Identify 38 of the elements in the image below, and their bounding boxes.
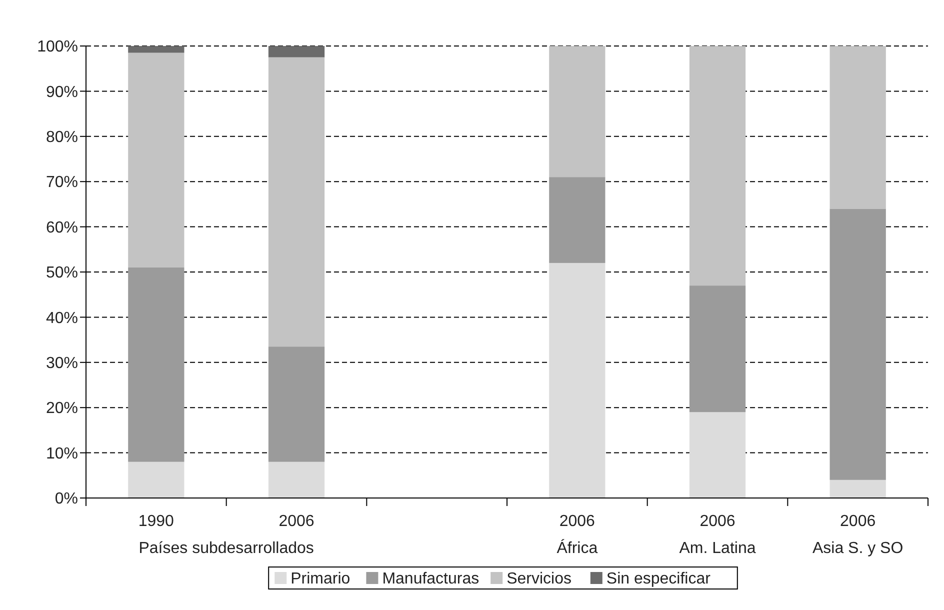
- y-tick-label: 10%: [46, 445, 78, 462]
- bar: [268, 462, 325, 498]
- legend-label: Primario: [290, 570, 350, 588]
- bar: [689, 46, 746, 286]
- bar: [268, 346, 325, 462]
- bar: [549, 177, 606, 263]
- y-tick-label: 30%: [46, 355, 78, 372]
- x-tick-label: 2006 África: [556, 513, 598, 557]
- x-tick-label: 2006 Asia S. y SO: [812, 513, 904, 557]
- y-tick-label: 80%: [46, 129, 78, 146]
- bar: [128, 462, 184, 498]
- y-tick-label: 70%: [46, 174, 78, 192]
- bar: [128, 267, 184, 462]
- bar: [689, 286, 746, 412]
- y-tick-label: 60%: [46, 219, 78, 236]
- bar: [689, 412, 746, 498]
- y-tick-label: 20%: [46, 400, 78, 418]
- bar: [549, 262, 606, 498]
- x-tick-label: 2006 Am. Latina: [679, 513, 756, 557]
- y-tick-label: 100%: [37, 38, 78, 56]
- bar: [128, 52, 184, 268]
- bar: [268, 46, 325, 58]
- bar: [128, 46, 184, 53]
- text: Países subdesarrollados: [138, 540, 314, 557]
- bar: [830, 46, 886, 209]
- legend-label: Manufacturas: [382, 570, 480, 588]
- bar: [549, 46, 606, 178]
- y-tick-label: 90%: [46, 84, 78, 101]
- x-tick-label: 1990: [138, 513, 174, 530]
- y-tick-label: 0%: [54, 490, 78, 508]
- legend-label: Servicios: [506, 570, 572, 588]
- bar: [268, 57, 325, 347]
- x-tick-label: 2006: [278, 513, 314, 530]
- y-tick-label: 40%: [46, 310, 78, 327]
- y-tick-label: 50%: [46, 264, 78, 282]
- bar: [830, 480, 886, 498]
- bar: [830, 208, 886, 480]
- legend-label: Sin especificar: [606, 570, 712, 588]
